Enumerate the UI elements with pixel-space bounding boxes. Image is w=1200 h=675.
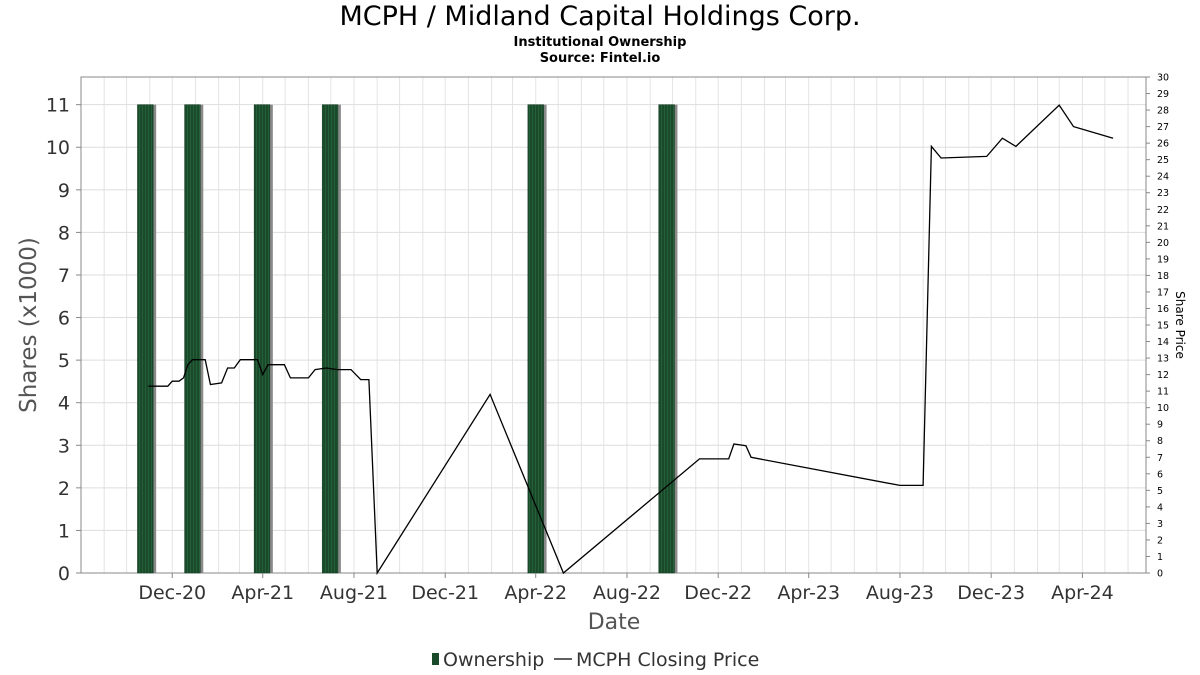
y2-tick-label: 25 xyxy=(1157,155,1169,166)
x-tick-label: Dec-20 xyxy=(138,582,206,604)
grid-lines xyxy=(81,77,1146,574)
y2-tick-label: 5 xyxy=(1157,486,1163,497)
y-tick-label: 3 xyxy=(58,435,70,457)
chart-source: Source: Fintel.io xyxy=(539,51,661,66)
y-tick-label: 0 xyxy=(58,563,70,585)
y-tick-label: 10 xyxy=(46,137,70,159)
y2-tick-label: 24 xyxy=(1157,172,1169,183)
x-tick-label: Apr-21 xyxy=(231,582,294,604)
closing-price-line xyxy=(148,104,1114,576)
y-axis-ticks: 0 1 2 3 4 5 6 7 8 9 10 11 xyxy=(46,95,81,585)
ownership-bar xyxy=(658,104,675,574)
x-tick-label: Aug-21 xyxy=(320,582,388,604)
x-tick-label: Aug-22 xyxy=(593,582,661,604)
y2-tick-label: 23 xyxy=(1157,188,1169,199)
y2-tick-label: 1 xyxy=(1157,552,1163,563)
y2-tick-label: 2 xyxy=(1157,535,1163,546)
y2-tick-label: 3 xyxy=(1157,519,1163,530)
y-tick-label: 11 xyxy=(46,95,70,117)
x-tick-label: Dec-21 xyxy=(411,582,479,604)
x-axis-title: Date xyxy=(588,610,641,635)
y2-tick-label: 29 xyxy=(1157,89,1169,100)
ownership-bars xyxy=(137,104,678,574)
y-tick-label: 2 xyxy=(58,478,70,500)
y-tick-label: 1 xyxy=(58,520,70,542)
y-tick-label: 4 xyxy=(58,393,70,415)
y2-tick-label: 27 xyxy=(1157,122,1169,133)
x-tick-label: Dec-22 xyxy=(684,582,752,604)
y-tick-label: 6 xyxy=(58,308,70,330)
y2-tick-label: 22 xyxy=(1157,205,1169,216)
y2-axis-title: Share Price xyxy=(1173,291,1187,359)
y-axis-title: Shares (x1000) xyxy=(16,237,42,413)
ownership-bar xyxy=(527,104,544,574)
chart-subtitle: Institutional Ownership xyxy=(513,35,687,50)
y2-tick-label: 21 xyxy=(1157,221,1169,232)
y2-tick-label: 9 xyxy=(1157,420,1163,431)
ownership-bar xyxy=(137,104,154,574)
x-tick-label: Apr-22 xyxy=(504,582,567,604)
ownership-bar xyxy=(253,104,271,574)
y2-tick-label: 13 xyxy=(1157,354,1169,365)
ownership-bar xyxy=(184,104,201,574)
y2-tick-label: 8 xyxy=(1157,436,1163,447)
legend: Ownership MCPH Closing Price xyxy=(432,649,759,671)
y2-tick-label: 18 xyxy=(1157,271,1169,282)
y2-tick-label: 28 xyxy=(1157,106,1169,117)
y2-tick-label: 17 xyxy=(1157,287,1169,298)
plot-frame xyxy=(80,76,1147,574)
y2-tick-label: 10 xyxy=(1157,403,1169,414)
x-tick-label: Apr-24 xyxy=(1051,582,1114,604)
y2-tick-label: 19 xyxy=(1157,254,1169,265)
y2-tick-label: 11 xyxy=(1157,387,1169,398)
legend-price-label: MCPH Closing Price xyxy=(576,649,759,671)
ownership-bar xyxy=(321,104,339,574)
y2-tick-label: 30 xyxy=(1157,73,1169,84)
y-tick-label: 7 xyxy=(58,265,70,287)
y-tick-label: 8 xyxy=(58,222,70,244)
y2-tick-label: 16 xyxy=(1157,304,1169,315)
x-tick-label: Apr-23 xyxy=(777,582,840,604)
y2-tick-label: 0 xyxy=(1157,569,1163,580)
x-axis-ticks: Dec-20 Apr-21 Aug-21 Dec-21 Apr-22 Aug-22 Dec-… xyxy=(138,573,1114,604)
y2-tick-label: 20 xyxy=(1157,238,1169,249)
x-tick-label: Aug-23 xyxy=(866,582,934,604)
y2-axis-ticks: 0123456789101112131415161718192021222324… xyxy=(1146,73,1169,580)
legend-ownership-label: Ownership xyxy=(443,649,544,671)
y-tick-label: 9 xyxy=(58,180,70,202)
y2-tick-label: 26 xyxy=(1157,139,1169,150)
y2-tick-label: 14 xyxy=(1157,337,1169,348)
legend-ownership-swatch xyxy=(432,653,439,665)
y-tick-label: 5 xyxy=(58,350,70,372)
y2-tick-label: 12 xyxy=(1157,370,1169,381)
chart-title: MCPH / Midland Capital Holdings Corp. xyxy=(339,1,861,32)
y2-tick-label: 4 xyxy=(1157,502,1163,513)
y2-tick-label: 15 xyxy=(1157,321,1169,332)
y2-tick-label: 6 xyxy=(1157,469,1163,480)
x-tick-label: Dec-23 xyxy=(957,582,1025,604)
y2-tick-label: 7 xyxy=(1157,453,1163,464)
